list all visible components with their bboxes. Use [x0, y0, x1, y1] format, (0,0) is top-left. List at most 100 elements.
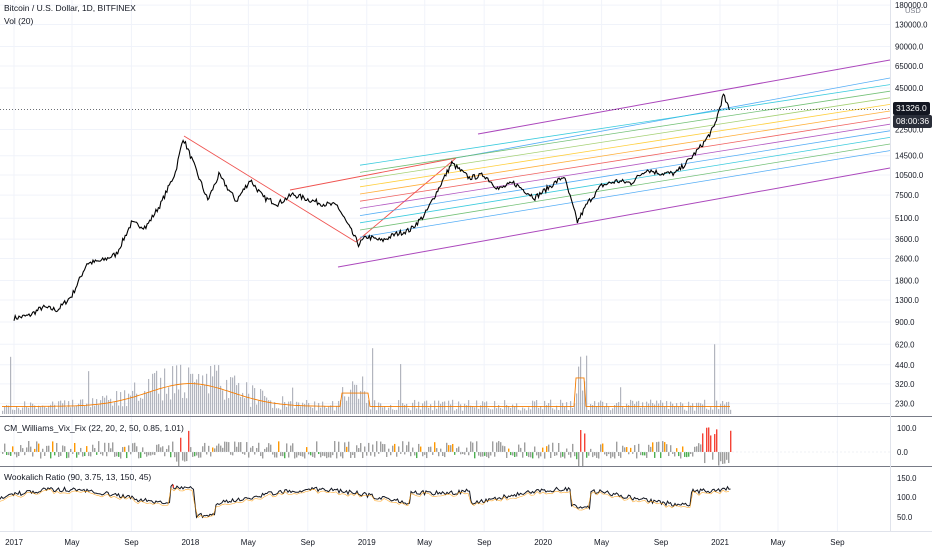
vix-bar: [130, 452, 132, 455]
vix-bar: [296, 452, 298, 458]
volume-bar: [538, 407, 540, 414]
volume-bar: [326, 408, 328, 414]
volume-bar: [556, 405, 558, 414]
vix-bar: [676, 448, 678, 452]
volume-bar: [560, 399, 562, 414]
vix-bar: [4, 443, 6, 452]
vix-bar: [386, 452, 388, 457]
vix-bar: [420, 446, 422, 452]
volume-bar: [274, 402, 276, 414]
vix-bar: [210, 452, 212, 457]
vix-bar: [450, 445, 452, 452]
vix-bar: [232, 452, 234, 456]
volume-bar: [576, 393, 578, 414]
volume-bar: [652, 403, 654, 414]
vix-bar: [298, 452, 300, 456]
volume-bar: [552, 408, 554, 414]
vix-bar: [514, 452, 516, 457]
vix-bar: [532, 452, 534, 459]
volume-bar: [228, 398, 230, 414]
volume-bar: [90, 407, 92, 414]
vix-bar: [174, 452, 176, 458]
time-axis-label: 2017: [5, 538, 23, 547]
volume-bar: [300, 406, 302, 414]
volume-bar: [66, 407, 68, 414]
wookalich-tick-label: 150.0: [897, 474, 917, 483]
volume-bar: [126, 406, 128, 414]
volume-bar: [428, 407, 430, 414]
vix-bar: [348, 441, 350, 452]
volume-bar: [474, 407, 476, 414]
vix-bar: [652, 442, 654, 452]
volume-bar: [420, 409, 422, 414]
vix-bar: [228, 442, 230, 452]
vix-bar: [334, 441, 336, 452]
wookalich-legend: Wookalich Ratio (90, 3.75, 13, 150, 45): [4, 472, 152, 482]
volume-bar: [358, 398, 360, 414]
vix-bar: [252, 445, 254, 452]
volume-bar: [100, 400, 102, 414]
vix-bar: [418, 443, 420, 452]
volume-bar: [638, 400, 640, 414]
vix-bar: [548, 444, 550, 452]
vix-bar: [400, 452, 402, 454]
volume-bar: [688, 401, 690, 414]
volume-bar: [498, 405, 500, 414]
vix-bar: [674, 452, 676, 457]
vix-bar: [10, 452, 12, 456]
volume-bar: [202, 375, 204, 414]
volume-bar: [588, 410, 590, 414]
volume-bar: [580, 356, 582, 414]
vix-bar: [638, 443, 640, 452]
volume-bar: [74, 406, 76, 414]
channel-inner-line: [359, 97, 891, 180]
vix-bar: [478, 452, 480, 456]
vix-bar: [72, 452, 74, 454]
volume-bar: [656, 400, 658, 414]
vix-bar: [156, 444, 158, 452]
price-series: [0, 93, 890, 321]
volume-bar: [10, 356, 12, 414]
vix-bar: [472, 442, 474, 452]
vix-bar: [274, 452, 276, 458]
volume-bar: [278, 408, 280, 414]
volume-bar: [244, 398, 246, 414]
volume-bar: [436, 408, 438, 414]
vix-bar: [266, 447, 268, 452]
volume-bar: [218, 365, 220, 414]
volume-bar: [512, 404, 514, 414]
volume-bar: [724, 404, 726, 414]
vix-bar: [162, 446, 164, 452]
vix-bar: [354, 452, 356, 458]
vix-bar: [264, 448, 266, 452]
volume-bar: [704, 399, 706, 414]
trendline-red: [289, 157, 457, 191]
vix-bar: [620, 452, 622, 458]
volume-bar: [38, 405, 40, 414]
vix-bar: [500, 442, 502, 452]
vix-bar: [336, 452, 338, 459]
volume-bar: [458, 401, 460, 414]
volume-bar: [2, 410, 4, 414]
vix-bar: [344, 442, 346, 452]
volume-bar: [516, 403, 518, 414]
time-axis-label: May: [417, 538, 432, 547]
vix-bar: [118, 452, 120, 457]
volume-bar: [692, 403, 694, 414]
vix-bar: [506, 452, 508, 458]
volume-bar: [606, 403, 608, 414]
channel-drawings[interactable]: [183, 59, 891, 268]
volume-bar: [148, 378, 150, 414]
volume-bar: [76, 405, 78, 414]
wookalich-signal: [0, 487, 730, 518]
volume-bar: [678, 406, 680, 414]
volume-bar: [318, 402, 320, 414]
vix-bar: [444, 452, 446, 458]
volume-bar: [374, 400, 376, 414]
volume-bar: [442, 401, 444, 414]
volume-bar: [194, 381, 196, 414]
price-line: [13, 93, 730, 321]
vix-bar: [148, 452, 150, 456]
vix-bar: [558, 442, 560, 452]
